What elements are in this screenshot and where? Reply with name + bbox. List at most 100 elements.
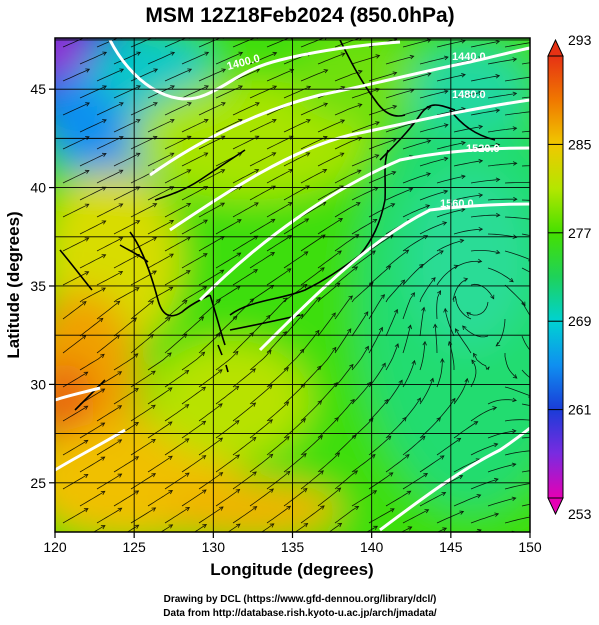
streamline-arrow bbox=[135, 186, 141, 191]
streamline bbox=[62, 68, 90, 82]
streamline bbox=[385, 309, 398, 337]
streamline bbox=[466, 301, 489, 316]
streamline-arrow bbox=[512, 91, 518, 97]
streamline-arrow bbox=[85, 136, 90, 141]
streamline bbox=[181, 186, 208, 201]
streamline-arrow bbox=[83, 473, 89, 479]
streamline bbox=[300, 267, 325, 286]
streamline bbox=[215, 119, 243, 133]
streamline bbox=[470, 144, 500, 150]
streamline bbox=[419, 378, 434, 405]
streamline-arrow bbox=[443, 123, 449, 128]
streamline bbox=[232, 471, 257, 490]
streamline-arrow bbox=[512, 429, 517, 434]
streamline-arrow bbox=[581, 94, 585, 98]
streamline bbox=[130, 237, 157, 252]
streamline bbox=[215, 454, 240, 473]
streamline-arrow bbox=[439, 455, 445, 460]
streamline bbox=[79, 85, 107, 99]
streamline bbox=[368, 508, 395, 524]
streamline bbox=[385, 454, 410, 473]
streamline-arrow bbox=[357, 136, 363, 141]
streamline bbox=[147, 455, 173, 473]
streamline bbox=[556, 26, 585, 30]
streamline-arrow bbox=[323, 69, 329, 74]
streamline bbox=[521, 335, 530, 351]
streamline-arrow bbox=[286, 505, 292, 510]
streamline-arrow bbox=[216, 332, 221, 338]
streamline-arrow bbox=[335, 452, 341, 457]
streamline-arrow bbox=[100, 422, 106, 427]
streamline-arrow bbox=[453, 264, 459, 269]
streamline-arrow bbox=[391, 171, 397, 176]
streamline-arrow bbox=[375, 121, 380, 126]
streamline bbox=[198, 202, 225, 218]
streamline-arrow bbox=[424, 509, 430, 514]
streamline-arrow bbox=[268, 419, 273, 424]
streamline-arrow bbox=[101, 287, 106, 292]
streamline bbox=[164, 102, 192, 116]
colorbar-max-arrow bbox=[547, 38, 564, 57]
streamline bbox=[436, 265, 458, 286]
streamline bbox=[419, 190, 448, 201]
streamline bbox=[470, 41, 500, 48]
streamline-arrow bbox=[98, 317, 104, 323]
streamline-arrow bbox=[286, 268, 292, 273]
temperature-field: 1400.0 1440.0 1480.0 1520.0 1560.0 bbox=[55, 18, 585, 532]
streamline-arrow bbox=[220, 202, 226, 207]
streamline-arrow bbox=[84, 169, 90, 174]
x-tick-label: 150 bbox=[518, 539, 542, 555]
streamline-arrow bbox=[386, 265, 392, 270]
streamline-arrow bbox=[406, 490, 412, 495]
streamline bbox=[147, 152, 174, 167]
streamline bbox=[317, 152, 344, 167]
streamline bbox=[79, 220, 106, 235]
streamline bbox=[62, 508, 89, 524]
streamline-arrow bbox=[378, 326, 383, 332]
streamline bbox=[130, 68, 158, 82]
streamline-arrow bbox=[152, 270, 157, 275]
streamline-arrow bbox=[84, 271, 90, 276]
streamline-arrow bbox=[512, 126, 518, 131]
streamline bbox=[198, 38, 222, 48]
streamline bbox=[368, 171, 396, 184]
streamline-arrow bbox=[285, 470, 291, 476]
streamline-arrow bbox=[451, 397, 456, 403]
streamline bbox=[130, 38, 153, 48]
streamline bbox=[164, 270, 191, 286]
streamline-arrow bbox=[272, 51, 278, 57]
streamline-arrow bbox=[478, 158, 484, 164]
streamline-arrow bbox=[303, 251, 309, 256]
streamline-arrow bbox=[340, 52, 346, 57]
streamline-arrow bbox=[235, 523, 241, 528]
streamline bbox=[62, 38, 85, 48]
streamline bbox=[96, 334, 120, 354]
streamline bbox=[453, 160, 483, 167]
streamline-arrow bbox=[581, 502, 585, 506]
streamline bbox=[164, 169, 191, 184]
streamline-arrow bbox=[490, 294, 495, 300]
streamline-arrow bbox=[153, 102, 158, 107]
streamline bbox=[96, 271, 123, 286]
streamline-arrow bbox=[235, 454, 240, 459]
streamline-arrow bbox=[218, 437, 224, 442]
streamline-arrow bbox=[282, 297, 288, 302]
streamline bbox=[62, 102, 90, 116]
streamline-arrow bbox=[581, 164, 585, 168]
streamline-arrow bbox=[103, 18, 107, 22]
streamline-arrow bbox=[267, 349, 272, 355]
streamline-arrow bbox=[458, 475, 464, 480]
streamline-arrow bbox=[83, 439, 89, 444]
streamline bbox=[198, 437, 223, 456]
streamline-arrow bbox=[419, 263, 424, 269]
streamline bbox=[504, 450, 530, 456]
streamline bbox=[487, 399, 517, 405]
streamline bbox=[266, 69, 294, 82]
streamline bbox=[368, 234, 394, 252]
streamline bbox=[385, 122, 414, 133]
streamline bbox=[79, 456, 105, 473]
x-tick-label: 120 bbox=[43, 539, 67, 555]
streamline bbox=[232, 235, 258, 252]
streamline bbox=[114, 19, 141, 30]
streamline bbox=[470, 478, 499, 490]
